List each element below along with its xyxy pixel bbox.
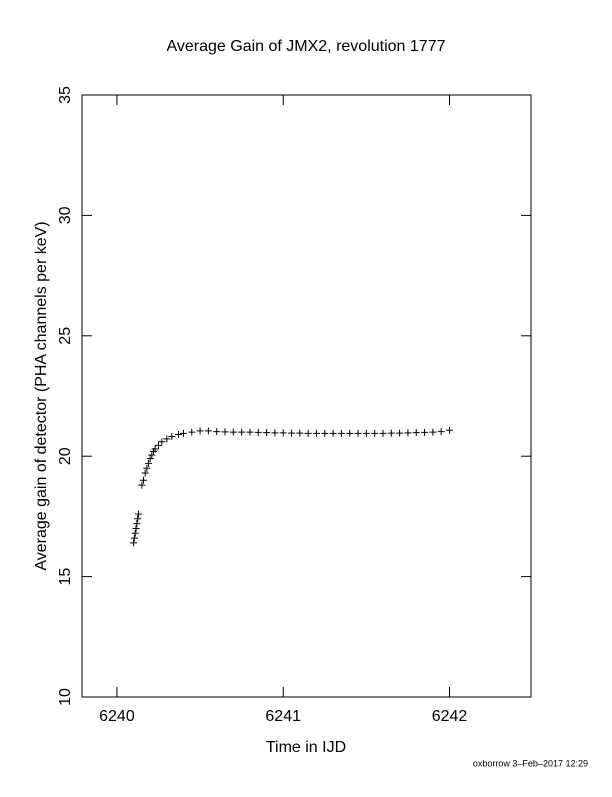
x-axis-label: Time in IJD: [266, 739, 346, 756]
x-tick-label: 6240: [99, 708, 135, 725]
data-point: [296, 429, 304, 437]
data-point: [304, 429, 312, 437]
data-point: [130, 539, 138, 547]
data-point: [196, 427, 204, 435]
data-point: [188, 428, 196, 436]
data-point: [379, 429, 387, 437]
data-point: [134, 515, 142, 523]
data-point: [279, 429, 287, 437]
x-tick-label: 6241: [265, 708, 301, 725]
data-point: [204, 427, 212, 435]
x-tick-label: 6242: [432, 708, 468, 725]
data-point: [421, 428, 429, 436]
data-point: [321, 429, 329, 437]
data-point: [371, 429, 379, 437]
data-point: [362, 429, 370, 437]
data-point: [154, 441, 162, 449]
data-point: [179, 429, 187, 437]
data-point: [133, 520, 141, 528]
data-point: [337, 429, 345, 437]
data-point: [143, 464, 151, 472]
data-point: [329, 429, 337, 437]
data-point: [263, 429, 271, 437]
data-point: [221, 428, 229, 436]
data-point: [146, 455, 154, 463]
y-tick-label: 30: [57, 206, 74, 224]
data-point: [254, 428, 262, 436]
data-point: [229, 428, 237, 436]
data-point: [412, 429, 420, 437]
data-point: [132, 524, 140, 532]
data-point: [429, 428, 437, 436]
data-point: [148, 451, 156, 459]
data-point: [138, 481, 146, 489]
chart-title: Average Gain of JMX2, revolution 1777: [167, 38, 446, 55]
data-point: [145, 459, 153, 467]
data-point: [141, 469, 149, 477]
plot-frame: [81, 94, 532, 698]
data-point: [158, 438, 166, 446]
data-point: [163, 435, 171, 443]
data-point: [387, 429, 395, 437]
data-point: [168, 432, 176, 440]
data-point: [151, 445, 159, 453]
footer-note: oxborrow 3–Feb–2017 12:29: [473, 758, 588, 768]
data-point: [213, 428, 221, 436]
data-point: [288, 429, 296, 437]
y-tick-label: 15: [57, 568, 74, 586]
data-point: [131, 529, 139, 537]
data-point: [140, 476, 148, 484]
data-point: [312, 429, 320, 437]
y-tick-label: 25: [57, 327, 74, 345]
y-tick-label: 35: [57, 86, 74, 104]
data-point: [135, 510, 143, 518]
y-tick-label: 20: [57, 447, 74, 465]
data-point: [396, 429, 404, 437]
data-point: [271, 429, 279, 437]
data-point: [238, 428, 246, 436]
data-point: [246, 428, 254, 436]
data-point: [404, 429, 412, 437]
y-tick-label: 10: [57, 688, 74, 706]
data-point: [346, 429, 354, 437]
data-point: [130, 534, 138, 542]
data-point: [437, 428, 445, 436]
data-point: [446, 426, 454, 434]
y-axis-label: Average gain of detector (PHA channels p…: [33, 221, 50, 570]
data-point: [174, 431, 182, 439]
data-point: [354, 429, 362, 437]
